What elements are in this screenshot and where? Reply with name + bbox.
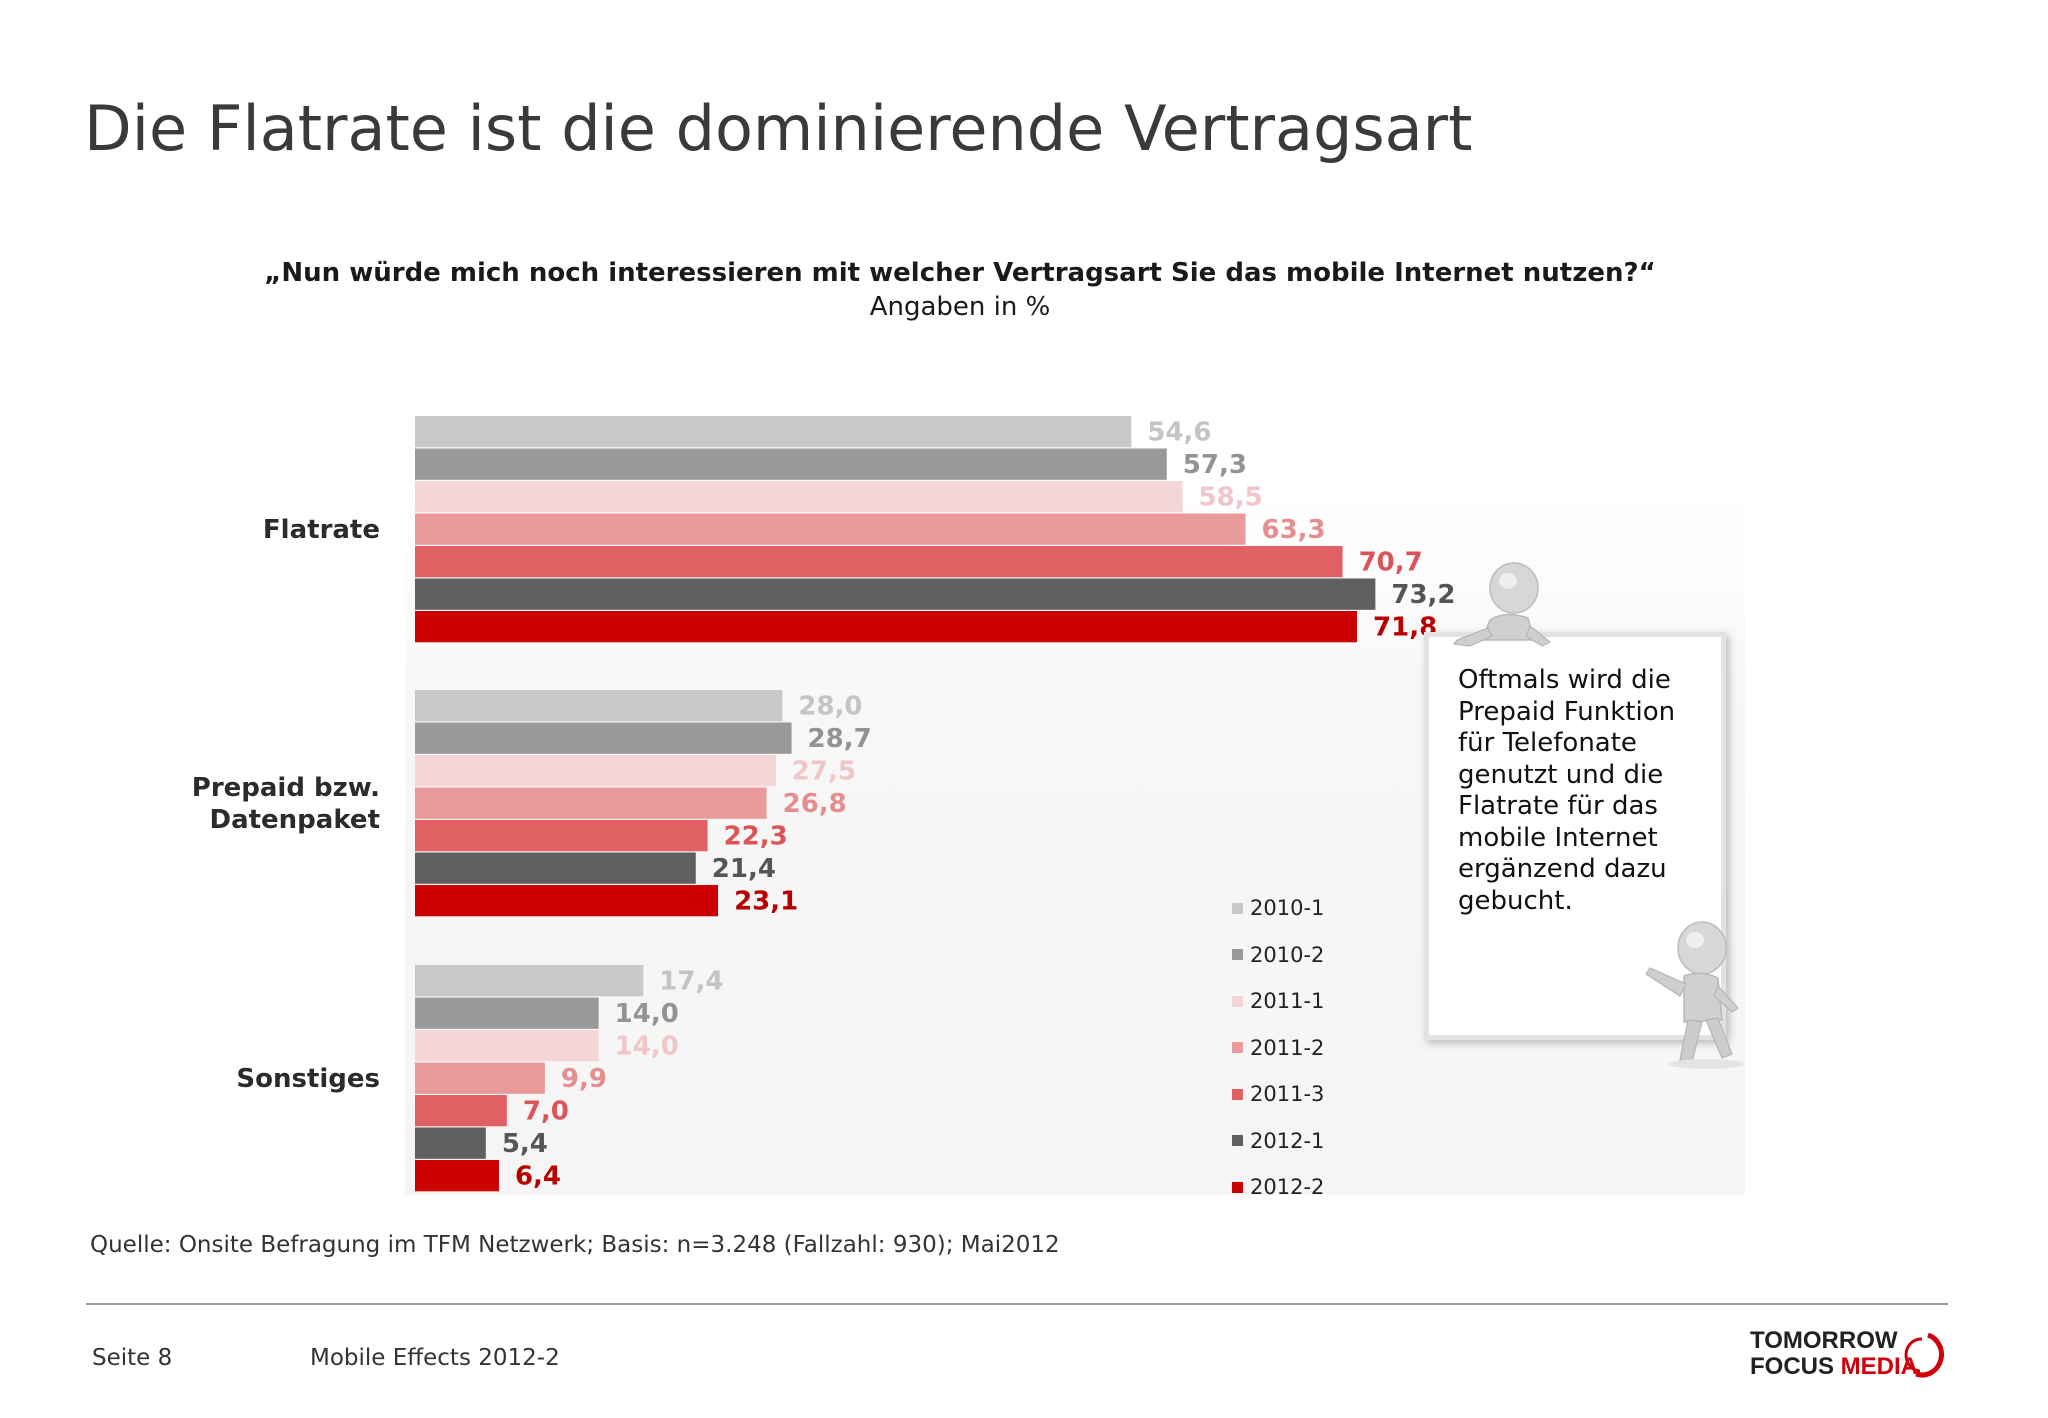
bar-value-label: 70,7 [1359, 548, 1423, 578]
logo-line2: FOCUS MEDIA [1750, 1354, 1918, 1380]
note-text: Oftmals wird die Prepaid Funktion für Te… [1458, 665, 1676, 916]
bar-value-label: 21,4 [712, 854, 776, 884]
bar-value-label: 73,2 [1391, 580, 1455, 610]
legend-swatch [1232, 1135, 1243, 1147]
chart-question: „Nun würde mich noch interessieren mit w… [264, 258, 1656, 288]
bar-value-label: 57,3 [1183, 450, 1247, 480]
bar [415, 787, 767, 819]
bar-value-label: 22,3 [724, 822, 788, 852]
bar-value-label: 28,7 [808, 724, 872, 754]
bar [415, 1030, 599, 1062]
legend-label: 2011-3 [1250, 1082, 1325, 1107]
bar [415, 965, 644, 997]
bar [415, 997, 599, 1029]
bar [415, 1095, 507, 1127]
figure-bottom-icon [1645, 921, 1744, 1069]
bar-value-label: 63,3 [1261, 515, 1325, 545]
category-label: Datenpaket [209, 805, 380, 835]
bar [415, 578, 1376, 610]
bar [415, 690, 783, 722]
bar-value-label: 58,5 [1199, 483, 1263, 513]
legend-item: 2011-2 [1232, 1025, 1324, 1072]
legend-swatch [1232, 1042, 1243, 1054]
bar [415, 722, 792, 754]
bar-value-label: 14,0 [615, 999, 679, 1029]
company-logo: TOMORROW FOCUS MEDIA [1750, 1327, 1944, 1380]
bar [415, 852, 696, 884]
legend-swatch [1232, 995, 1243, 1007]
bar [415, 755, 776, 787]
logo-ring-icon [1904, 1332, 1944, 1378]
figure-top-icon [1453, 562, 1552, 647]
bar [415, 611, 1358, 643]
bar [415, 1127, 486, 1159]
footer-page-number: Seite 8 [92, 1345, 173, 1371]
bar-value-label: 17,4 [659, 967, 723, 997]
legend-item: 2011-3 [1232, 1071, 1324, 1118]
legend-item: 2010-2 [1232, 932, 1324, 979]
legend-item: 2010-1 [1232, 885, 1324, 932]
legend-label: 2012-1 [1250, 1128, 1325, 1153]
bar [415, 885, 719, 917]
bar [415, 416, 1132, 448]
legend-item: 2011-1 [1232, 978, 1324, 1025]
footer-report-name: Mobile Effects 2012-2 [310, 1345, 560, 1371]
legend-swatch [1232, 949, 1243, 961]
bar [415, 513, 1246, 545]
bar-value-label: 14,0 [615, 1032, 679, 1062]
page-title: Die Flatrate ist die dominierende Vertra… [84, 92, 1473, 165]
legend-label: 2010-2 [1250, 942, 1325, 967]
category-label: Sonstiges [236, 1064, 380, 1094]
legend-swatch [1232, 902, 1243, 914]
logo-focus: FOCUS [1750, 1353, 1834, 1380]
legend-item: 2012-1 [1232, 1118, 1324, 1165]
legend-label: 2012-2 [1250, 1175, 1325, 1200]
source-note: Quelle: Onsite Befragung im TFM Netzwerk… [90, 1232, 1060, 1258]
bar-value-label: 7,0 [523, 1097, 569, 1127]
legend-swatch [1232, 1181, 1243, 1193]
bar-value-label: 5,4 [502, 1129, 548, 1159]
legend-item: 2012-2 [1232, 1164, 1324, 1211]
bar-value-label: 23,1 [734, 887, 798, 917]
category-label: Flatrate [263, 515, 380, 545]
chart-legend: 2010-1 2010-2 2011-1 2011-2 2011-3 2012-1 2012… [1232, 885, 1324, 1211]
bar [415, 1062, 545, 1094]
bar [415, 546, 1343, 578]
bar-value-label: 9,9 [561, 1064, 607, 1094]
note-board [1424, 632, 1726, 1040]
bar [415, 448, 1167, 480]
legend-label: 2011-2 [1250, 1035, 1325, 1060]
logo-line1: TOMORROW [1750, 1327, 1898, 1354]
bar-value-label: 6,4 [515, 1162, 561, 1192]
bar [415, 481, 1183, 513]
bar-value-label: 28,0 [798, 692, 862, 722]
category-label: Prepaid bzw. [192, 773, 380, 803]
bar-value-label: 54,6 [1147, 418, 1211, 448]
bar-value-label: 27,5 [792, 757, 856, 787]
footer-divider [86, 1303, 1948, 1305]
bar [415, 820, 708, 852]
bar [415, 1160, 499, 1192]
legend-swatch [1232, 1088, 1243, 1100]
chart-unit: Angaben in % [869, 292, 1051, 322]
legend-label: 2010-1 [1250, 896, 1325, 921]
legend-label: 2011-1 [1250, 989, 1325, 1014]
bar-value-label: 26,8 [783, 789, 847, 819]
